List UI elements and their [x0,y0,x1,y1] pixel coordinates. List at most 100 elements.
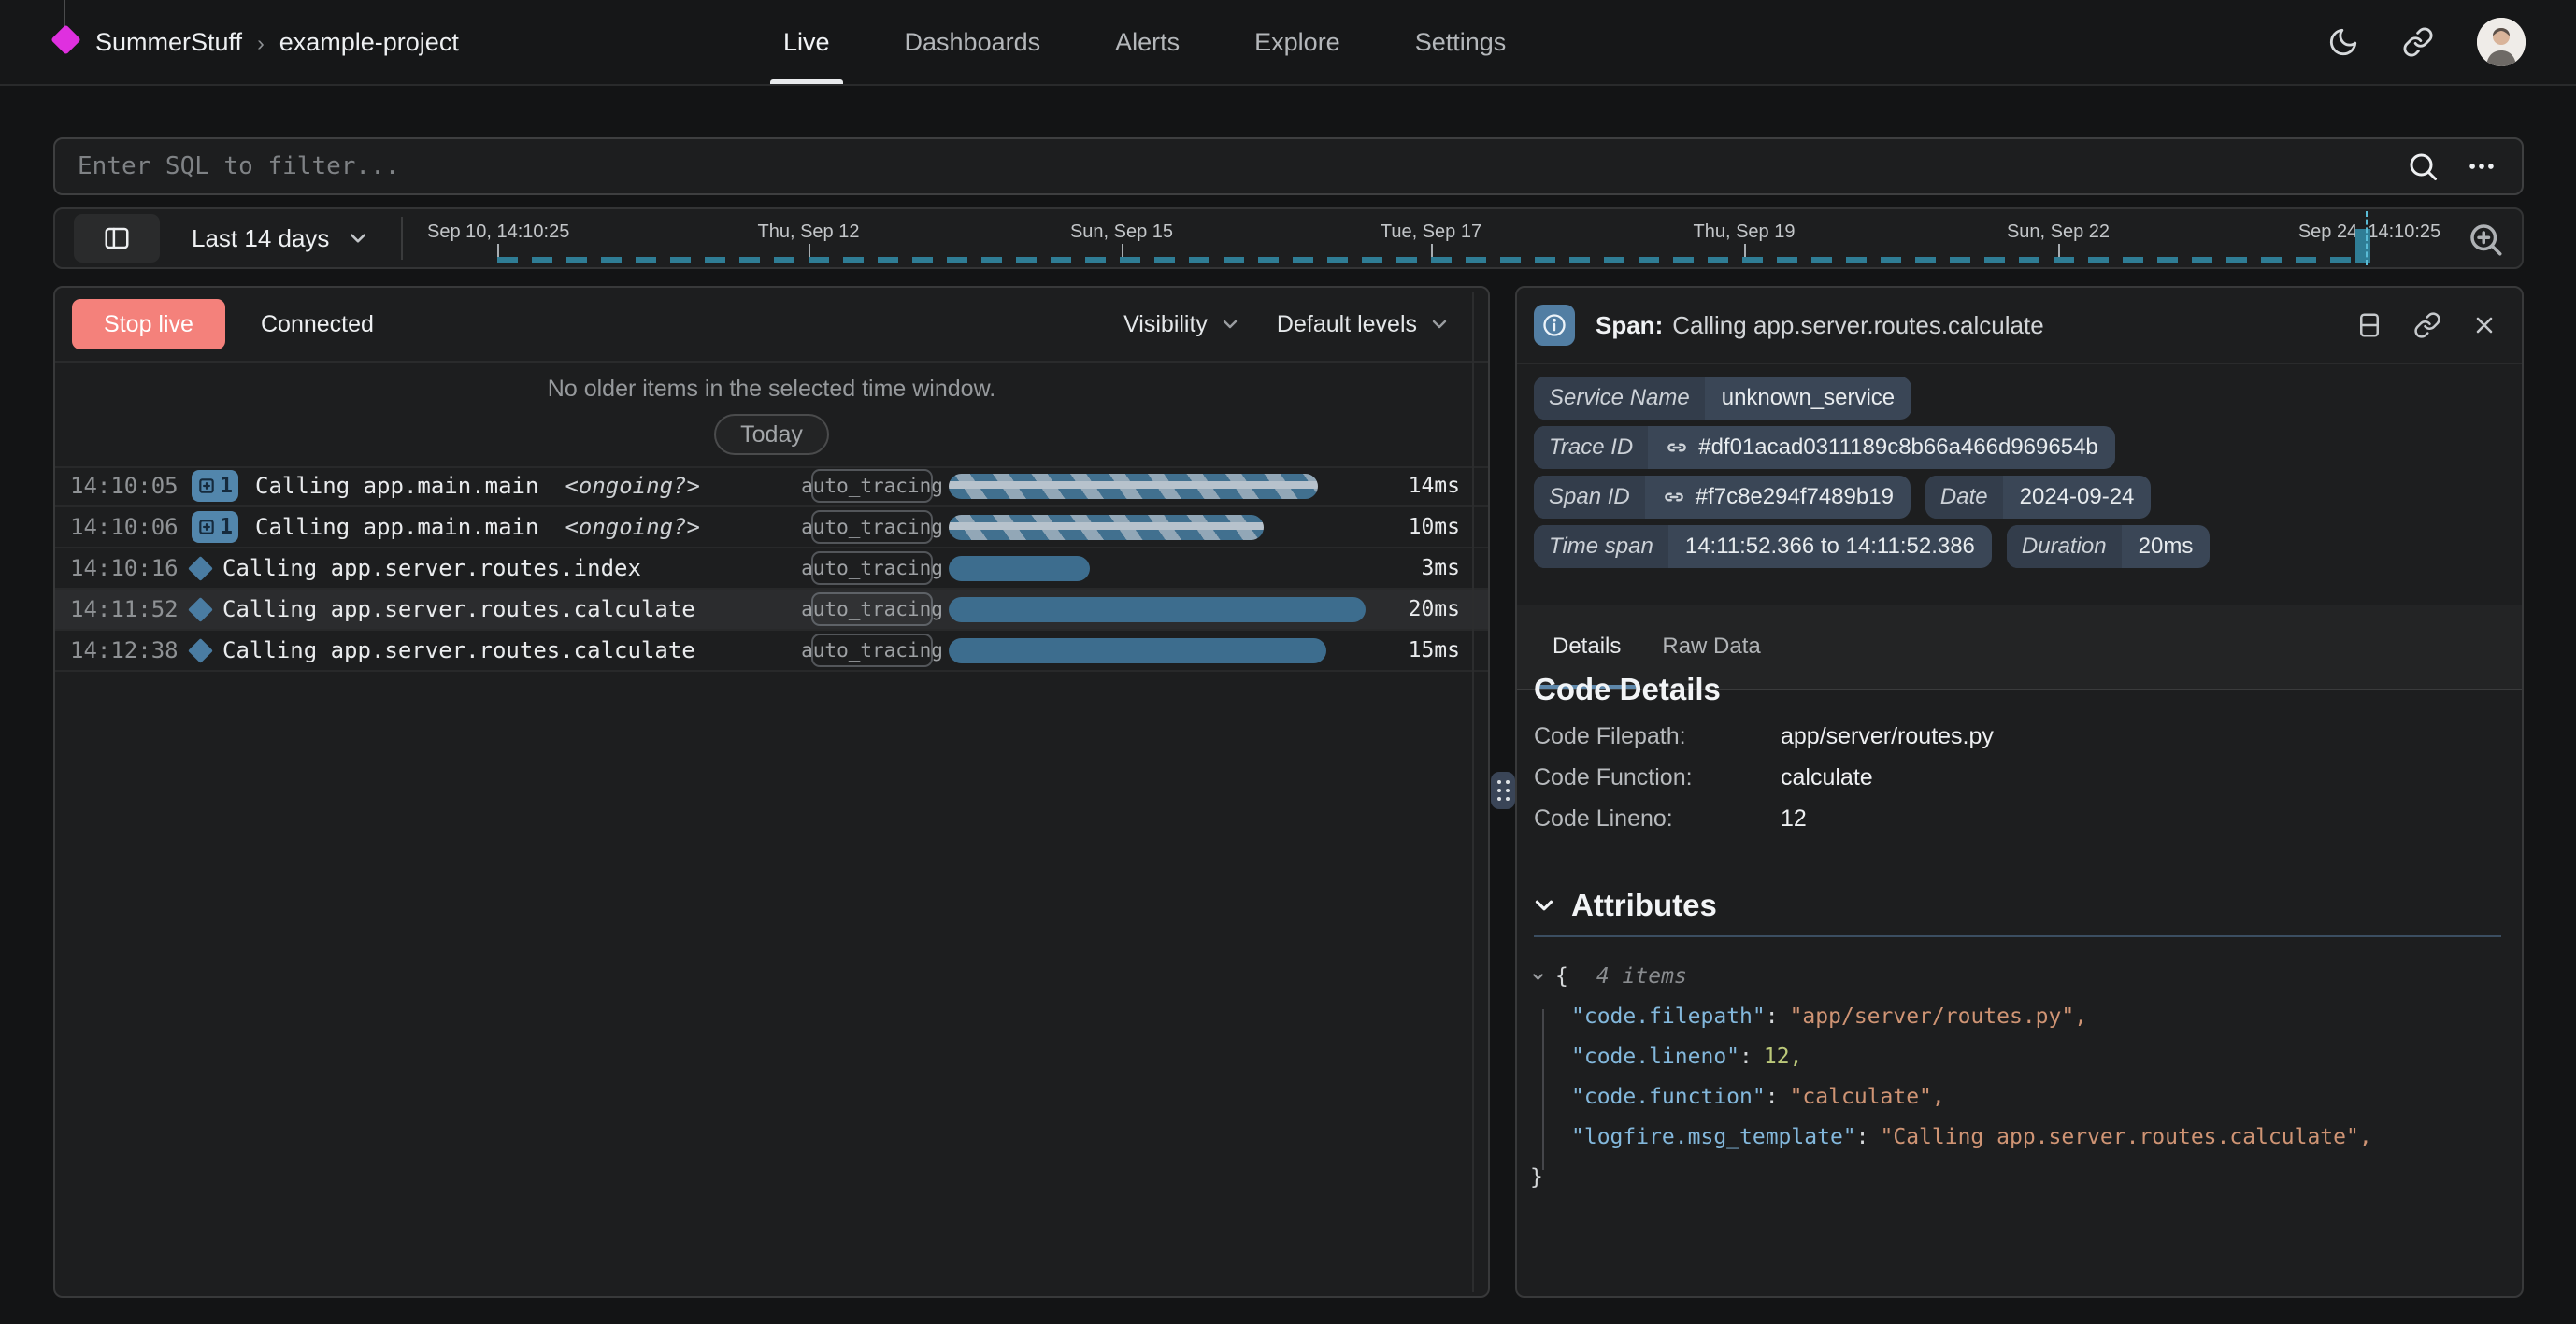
code-lineno-row: Code Lineno: 12 [1534,805,1807,832]
chevron-right-icon: › [257,30,265,55]
service-name-badge: Service Name unknown_service [1534,377,1912,420]
tab-alerts[interactable]: Alerts [1115,27,1181,56]
timeline-bar[interactable]: Last 14 days Sep 10, 14:10:25 Thu, Sep 1… [53,207,2524,269]
span-title-text: Calling app.server.routes.calculate [1672,310,2044,339]
scrollbar-track[interactable] [1472,292,1474,1292]
span-kind-label: Span: [1596,310,1664,339]
code-filepath-row: Code Filepath: app/server/routes.py [1534,723,1994,749]
default-levels-dropdown[interactable]: Default levels [1277,311,1451,338]
timeline-tick-label: Sep 10, 14:10:25 [427,221,570,242]
log-timestamp: 14:10:05 [70,473,179,499]
tab-details[interactable]: Details [1537,605,1637,689]
copy-link-icon[interactable] [2413,311,2441,339]
code-function-row: Code Function: calculate [1534,764,1873,790]
tab-live[interactable]: Live [770,0,842,84]
log-timestamp: 14:12:38 [70,637,179,663]
span-info-icon [1534,305,1575,346]
timeline-tick-label: Sun, Sep 15 [1069,221,1174,242]
empty-window-text: No older items in the selected time wind… [547,376,996,402]
tag-pill[interactable]: auto_tracing [801,551,943,585]
span-diamond-icon [188,596,213,622]
visibility-dropdown[interactable]: Visibility [1123,311,1241,338]
chevron-down-icon [1428,313,1451,335]
share-link-icon[interactable] [2402,26,2434,58]
span-diamond-icon [188,555,213,581]
tab-settings[interactable]: Settings [1414,27,1507,56]
log-rows: 14:10:05 1 Calling app.main.main <ongoin… [55,466,1488,672]
code-details-heading: Code Details [1534,672,1721,706]
date-badge: Date 2024-09-24 [1925,476,2152,519]
log-timestamp: 14:10:06 [70,514,179,540]
log-row-selected[interactable]: 14:11:52 Calling app.server.routes.calcu… [55,590,1488,631]
span-title: Span: Calling app.server.routes.calculate [1596,311,2044,340]
tab-raw-data[interactable]: Raw Data [1662,634,1761,659]
breadcrumb-org[interactable]: SummerStuff [95,27,243,56]
timeline-tick-label: Thu, Sep 12 [757,221,860,242]
duration-bar-ongoing [949,474,1318,499]
tag-pill[interactable]: auto_tracing [801,510,943,544]
today-button[interactable]: Today [714,414,829,455]
time-span-badge: Time span 14:11:52.366 to 14:11:52.386 [1534,525,1992,568]
timeline-activity-dashes [497,257,2353,263]
logfire-diamond-logo[interactable] [50,24,81,55]
time-range-dropdown[interactable]: Last 14 days [192,209,370,267]
sql-filter-bar [53,137,2524,195]
detail-tabs: Details Raw Data [1517,605,2522,690]
zoom-in-icon[interactable] [2466,220,2505,259]
log-message: Calling app.server.routes.calculate [222,596,695,622]
timeline-tick [1744,244,1746,260]
tab-explore[interactable]: Explore [1254,27,1340,56]
timeline-current-time-cursor [2366,211,2368,265]
log-row[interactable]: 14:10:16 Calling app.server.routes.index… [55,548,1488,590]
json-indent-guide [1542,1009,1544,1170]
dark-mode-moon-icon[interactable] [2327,26,2359,58]
timeline-tick [1122,244,1123,260]
timeline-tick-label: Tue, Sep 17 [1380,221,1482,242]
timeline-divider [401,217,403,260]
tag-pill[interactable]: auto_tracing [801,592,943,626]
span-diamond-icon [188,637,213,663]
sidebar-toggle-button[interactable] [74,214,160,263]
chevron-down-icon [346,226,370,250]
log-message: Calling app.server.routes.index [222,555,641,581]
expand-children-toggle[interactable]: 1 [192,511,238,543]
log-message: Calling app.server.routes.calculate [222,637,695,663]
span-link-icon[interactable] [1662,485,1686,509]
span-detail-panel: Span: Calling app.server.routes.calculate… [1515,286,2524,1298]
attributes-json-viewer: { 4 items "code.filepath": "app/server/ro… [1530,957,2499,1198]
duration-bar [949,597,1366,622]
timeline-tick [809,244,810,260]
expand-children-toggle[interactable]: 1 [192,470,238,502]
child-count: 1 [220,474,233,498]
json-entry: "code.lineno": 12, [1571,1045,1803,1069]
more-options-ellipsis-icon[interactable] [2466,150,2497,182]
tag-pill[interactable]: auto_tracing [801,469,943,503]
attributes-divider [1534,935,2501,937]
json-collapse-caret[interactable] [1530,969,1546,985]
json-items-count: 4 items [1596,964,1687,989]
tab-dashboards[interactable]: Dashboards [904,27,1041,56]
duration-value: 3ms [1421,556,1460,580]
duration-value: 10ms [1408,515,1460,539]
span-metadata-badges: Service Name unknown_service Trace ID #d… [1534,377,2211,568]
close-icon[interactable] [2471,312,2497,338]
log-timestamp: 14:10:16 [70,555,179,581]
panel-resize-grip[interactable] [1491,772,1515,809]
sql-filter-input[interactable] [55,152,2406,180]
tag-pill[interactable]: auto_tracing [801,634,943,667]
log-row[interactable]: 14:12:38 Calling app.server.routes.calcu… [55,631,1488,672]
json-entry: "code.filepath": "app/server/routes.py", [1571,1004,2088,1029]
stop-live-button[interactable]: Stop live [72,299,225,349]
user-avatar[interactable] [2477,18,2526,66]
search-icon[interactable] [2406,149,2440,183]
split-panel-icon[interactable] [2355,311,2383,339]
attributes-section-toggle[interactable]: Attributes [1530,888,1717,923]
log-row[interactable]: 14:10:06 1 Calling app.main.main <ongoin… [55,507,1488,548]
log-row[interactable]: 14:10:05 1 Calling app.main.main <ongoin… [55,466,1488,507]
empty-window-notice: No older items in the selected time wind… [55,364,1488,468]
breadcrumb-project[interactable]: example-project [279,27,459,56]
trace-id-badge: Trace ID #df01acad0311189c8b66a466d96965… [1534,426,2115,469]
timeline-tick [1431,244,1433,260]
trace-link-icon[interactable] [1665,435,1689,460]
